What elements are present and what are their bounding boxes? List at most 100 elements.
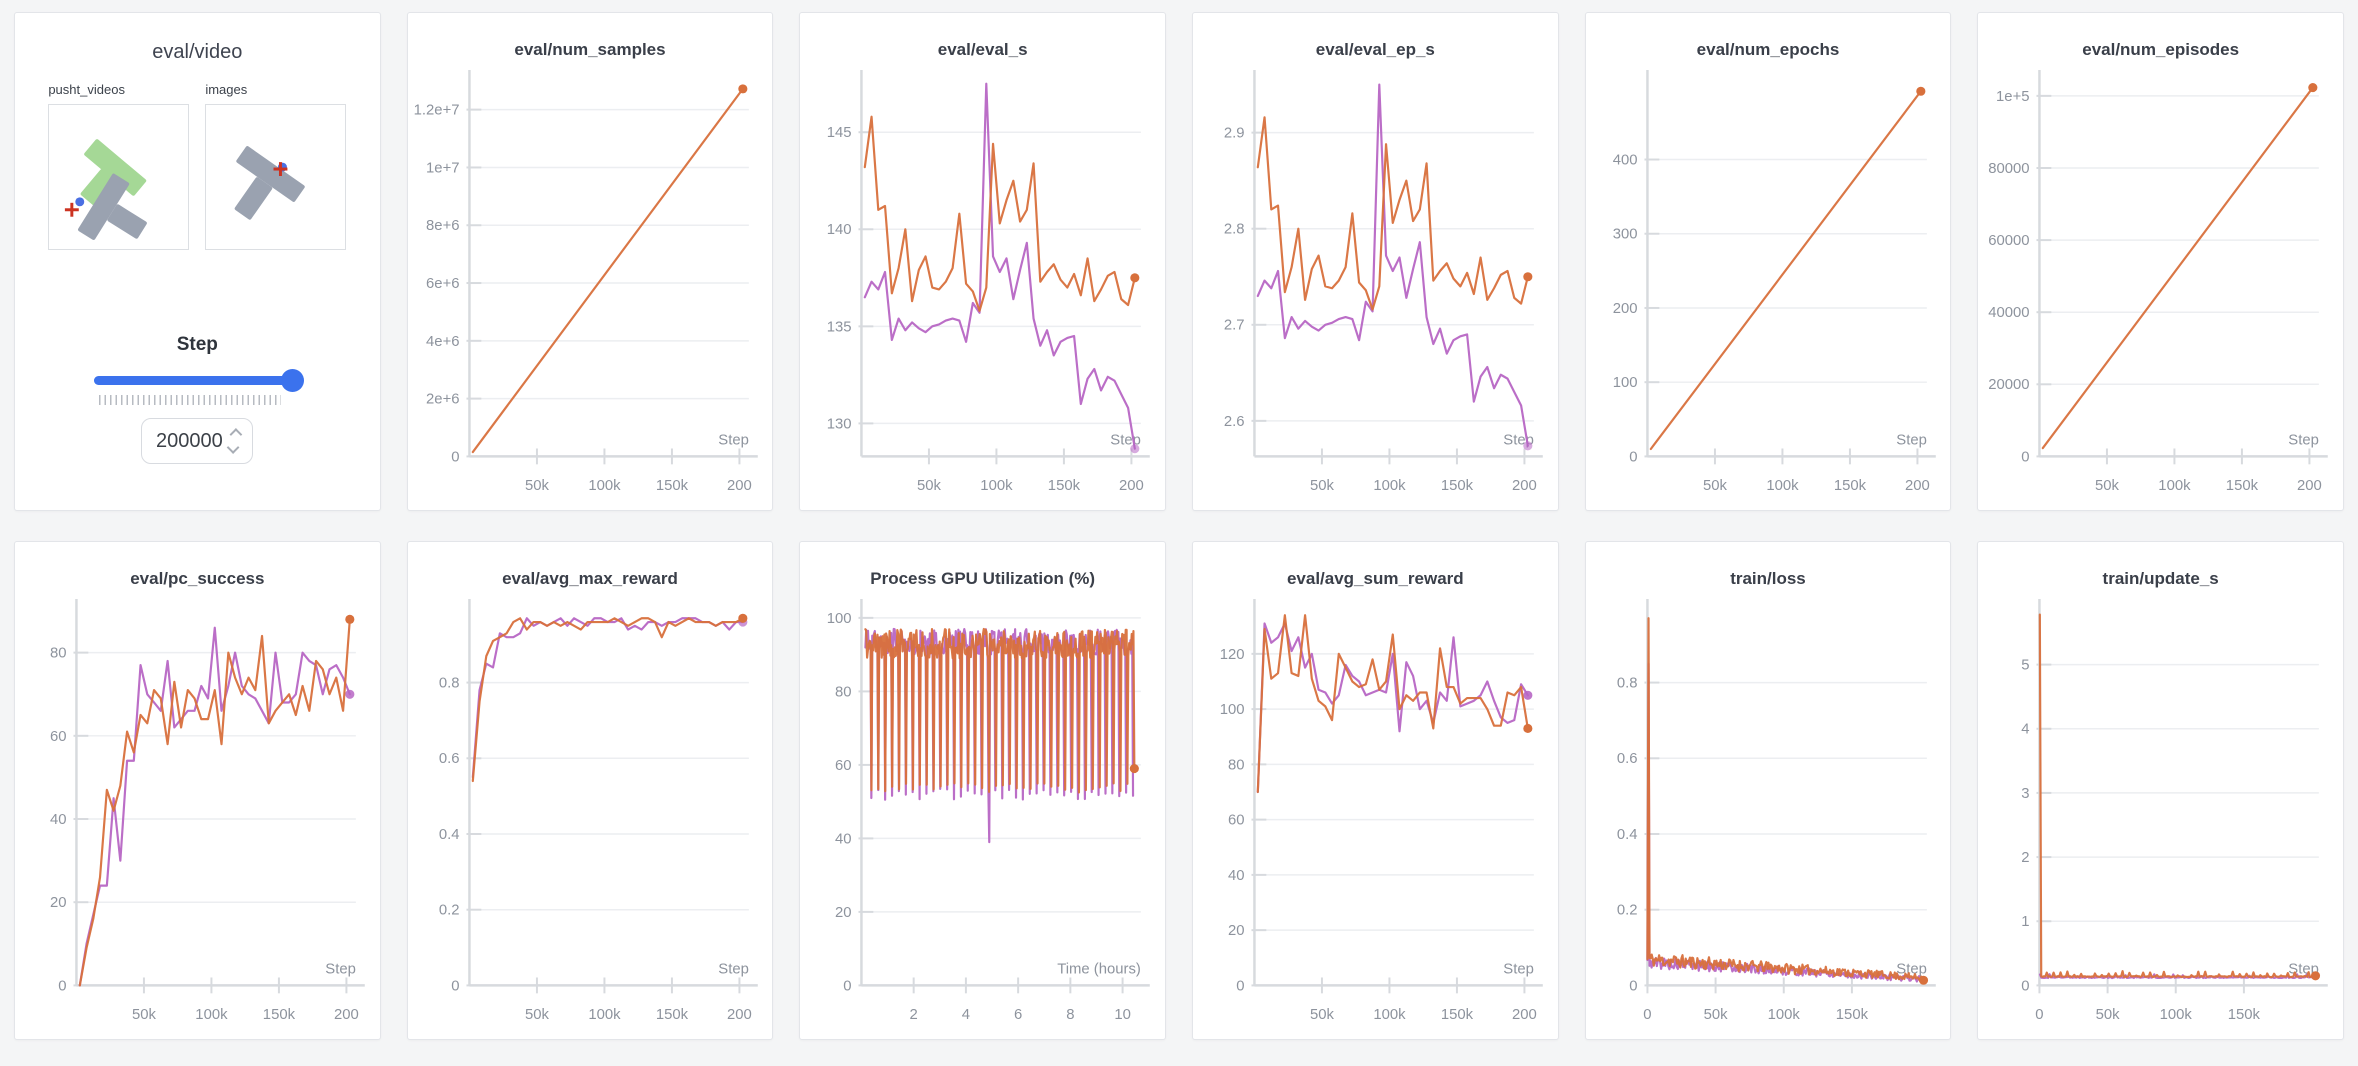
media-row: pusht_videos — [15, 82, 380, 250]
y-tick-label: 4e+6 — [426, 334, 459, 350]
y-tick-label: 80000 — [1989, 161, 2030, 177]
step-value[interactable]: 200000 — [155, 429, 223, 452]
series-end-dot-orange — [737, 84, 748, 94]
chart-plot[interactable]: 0 20 40 60 80 50k 100k 150k 200 Step — [15, 593, 380, 1035]
chart-plot[interactable]: 0 2e+6 4e+6 6e+6 8e+6 1e+7 1.2e+7 50k 100k 150k 20… — [408, 64, 773, 506]
goal-t-shape — [80, 139, 147, 207]
y-tick-label: 40 — [1228, 868, 1245, 884]
y-tick-label: 400 — [1612, 152, 1637, 168]
x-axis-title: Step — [1896, 433, 1927, 449]
series-line-orange — [471, 87, 744, 454]
series-end-dot-purple — [1130, 444, 1140, 454]
series-line-orange — [2042, 86, 2315, 450]
step-slider[interactable] — [94, 369, 305, 392]
y-tick-label: 135 — [827, 319, 852, 335]
series-end-dot-orange — [1130, 764, 1140, 774]
series-line-purple — [78, 626, 351, 987]
pusht-scene — [65, 139, 148, 240]
chart-title: eval/eval_s — [937, 40, 1028, 59]
series-line-orange — [864, 627, 1136, 794]
x-axis-title: Time (hours) — [1058, 962, 1142, 978]
x-axis-title: Step — [2289, 433, 2320, 449]
y-tick-label: 60 — [1228, 813, 1245, 829]
y-tick-label: 120 — [1220, 647, 1245, 663]
slider-tick-ruler — [99, 395, 282, 405]
chart-title: eval/num_epochs — [1696, 40, 1840, 59]
x-tick-label: 50k — [525, 478, 550, 494]
chart-plot[interactable]: 0 20 40 60 80 100 2 4 6 8 10 Time (hours) — [800, 593, 1165, 1035]
y-tick-label: 20 — [1228, 923, 1245, 939]
chart-panel-eval-eval-ep-s: eval/eval_ep_s 2.6 2.7 2.8 2.9 50k 100k 150k 20… — [1191, 12, 1559, 511]
x-tick-label: 150k — [1048, 478, 1081, 494]
y-tick-label: 200 — [1612, 301, 1637, 317]
y-tick-label: 0 — [1236, 978, 1244, 994]
chart-plot[interactable]: 0 20 40 60 80 100 120 50k 100k 150k 200 Step — [1193, 593, 1558, 1035]
x-tick-label: 100k — [1373, 478, 1406, 494]
media-item-pusht-videos: pusht_videos — [48, 82, 190, 250]
y-tick-label: 20000 — [1989, 377, 2030, 393]
x-tick-label: 2 — [910, 1007, 918, 1023]
x-tick-label: 50k — [1703, 1007, 1728, 1023]
x-tick-label: 100k — [588, 478, 621, 494]
chart-plot[interactable]: 0 20000 40000 60000 80000 1e+5 50k 100k 150k 200 S… — [1978, 64, 2343, 506]
x-tick-label: 150k — [655, 478, 688, 494]
series-end-dot-orange — [345, 614, 355, 624]
series-end-dot-orange — [1523, 272, 1533, 282]
x-tick-label: 50k — [2096, 1007, 2121, 1023]
slider-track[interactable] — [94, 376, 301, 385]
chart-title: eval/num_episodes — [2082, 40, 2240, 59]
series-end-dot-orange — [737, 613, 748, 623]
x-tick-label: 100k — [1373, 1007, 1406, 1023]
series-line-orange — [1256, 116, 1529, 311]
y-tick-label: 80 — [835, 684, 852, 700]
y-tick-label: 40 — [50, 812, 67, 828]
slider-thumb[interactable] — [281, 369, 305, 392]
stepper-arrows[interactable] — [226, 428, 242, 454]
step-input[interactable]: 200000 — [141, 418, 254, 464]
x-tick-label: 150k — [655, 1007, 688, 1023]
series-line-orange — [864, 115, 1137, 312]
chart-title: eval/avg_sum_reward — [1286, 569, 1464, 588]
x-tick-label: 100k — [1766, 478, 1799, 494]
x-tick-label: 100k — [588, 1007, 621, 1023]
x-axis-title: Step — [1896, 962, 1927, 978]
y-tick-label: 40000 — [1989, 305, 2030, 321]
chart-title: eval/pc_success — [130, 569, 265, 588]
x-tick-label: 10 — [1115, 1007, 1132, 1023]
x-tick-label: 100k — [1767, 1007, 1800, 1023]
chart-plot[interactable]: 0 0.2 0.4 0.6 0.8 50k 100k 150k 200 Step — [408, 593, 773, 1035]
series-end-dot-orange — [1130, 273, 1140, 283]
series-line-orange — [471, 617, 744, 783]
chart-title: train/update_s — [2102, 569, 2219, 588]
object-t-shape — [78, 173, 148, 240]
x-tick-label: 150k — [1441, 1007, 1474, 1023]
target-cross — [273, 162, 288, 177]
stepper-down-icon[interactable] — [226, 441, 240, 454]
y-tick-label: 4 — [2022, 722, 2030, 738]
image-thumbnail[interactable] — [205, 104, 347, 250]
x-tick-label: 50k — [132, 1007, 157, 1023]
y-tick-label: 8e+6 — [426, 218, 459, 234]
y-tick-label: 40 — [835, 831, 852, 847]
x-axis-title: Step — [718, 433, 749, 449]
chart-plot[interactable]: 0 0.2 0.4 0.6 0.8 0 50k 100k 150k Step — [1586, 593, 1951, 1035]
chart-title: eval/avg_max_reward — [502, 569, 678, 588]
chart-plot[interactable]: 0 100 200 300 400 50k 100k 150k 200 Step — [1586, 64, 1951, 506]
series-line-orange — [1646, 617, 1925, 982]
x-tick-label: 4 — [962, 1007, 970, 1023]
y-tick-label: 0.4 — [439, 827, 460, 843]
y-tick-label: 0 — [1629, 449, 1637, 465]
stepper-up-icon[interactable] — [229, 428, 242, 441]
series-end-dot-orange — [1915, 86, 1926, 96]
x-tick-label: 150k — [1833, 478, 1866, 494]
y-tick-label: 140 — [827, 222, 852, 238]
x-tick-label: 150k — [2226, 478, 2259, 494]
y-tick-label: 20 — [50, 895, 67, 911]
y-tick-label: 80 — [1228, 757, 1245, 773]
video-thumbnail-pusht[interactable] — [48, 104, 190, 250]
series-end-dot-orange — [2311, 971, 2321, 981]
target-cross — [65, 202, 80, 217]
